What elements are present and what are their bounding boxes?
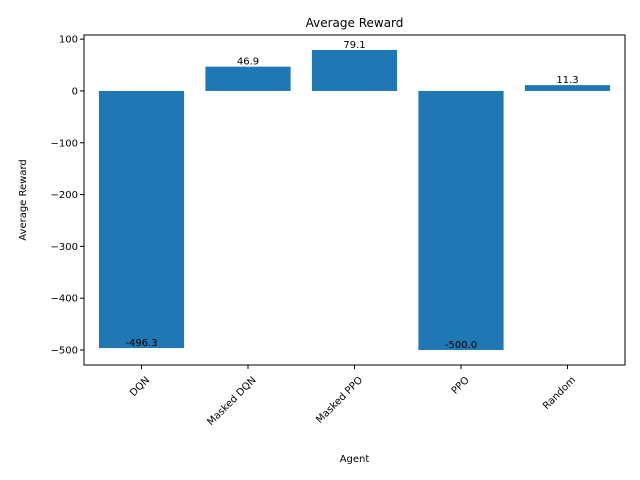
x-tick-label-0: DQN bbox=[128, 375, 152, 399]
x-tick-label-4: Random bbox=[541, 375, 578, 412]
chart-title: Average Reward bbox=[306, 16, 404, 30]
bar-0 bbox=[98, 90, 185, 349]
y-axis-label: Average Reward bbox=[18, 159, 29, 240]
bar-3 bbox=[418, 90, 504, 350]
bar-1 bbox=[205, 66, 291, 91]
bar-2 bbox=[311, 49, 398, 91]
x-tick-label-3: PPO bbox=[450, 375, 472, 397]
x-axis-label: Agent bbox=[340, 454, 370, 465]
data-label-3: -500.0 bbox=[445, 340, 477, 351]
y-tick-label-5: 0 bbox=[72, 86, 78, 97]
y-tick-label-1: −400 bbox=[51, 294, 78, 305]
data-label-1: 46.9 bbox=[237, 57, 259, 68]
y-tick-label-2: −300 bbox=[51, 242, 78, 253]
x-tick-label-1: Masked DQN bbox=[206, 375, 259, 428]
y-tick-label-6: 100 bbox=[59, 35, 78, 46]
y-tick-label-4: −100 bbox=[51, 138, 78, 149]
plot-frame bbox=[83, 34, 626, 366]
data-label-2: 79.1 bbox=[343, 40, 365, 51]
data-label-4: 11.3 bbox=[556, 75, 578, 86]
plot-area: -496.3 DQN 46.9 Masked DQN 79.1 Masked PPO -50… bbox=[51, 35, 611, 428]
data-label-0: -496.3 bbox=[125, 338, 157, 349]
bar-4 bbox=[524, 85, 611, 91]
y-tick-label-0: −500 bbox=[51, 345, 78, 356]
y-tick-label-3: −200 bbox=[51, 190, 78, 201]
x-tick-label-2: Masked PPO bbox=[314, 375, 365, 426]
